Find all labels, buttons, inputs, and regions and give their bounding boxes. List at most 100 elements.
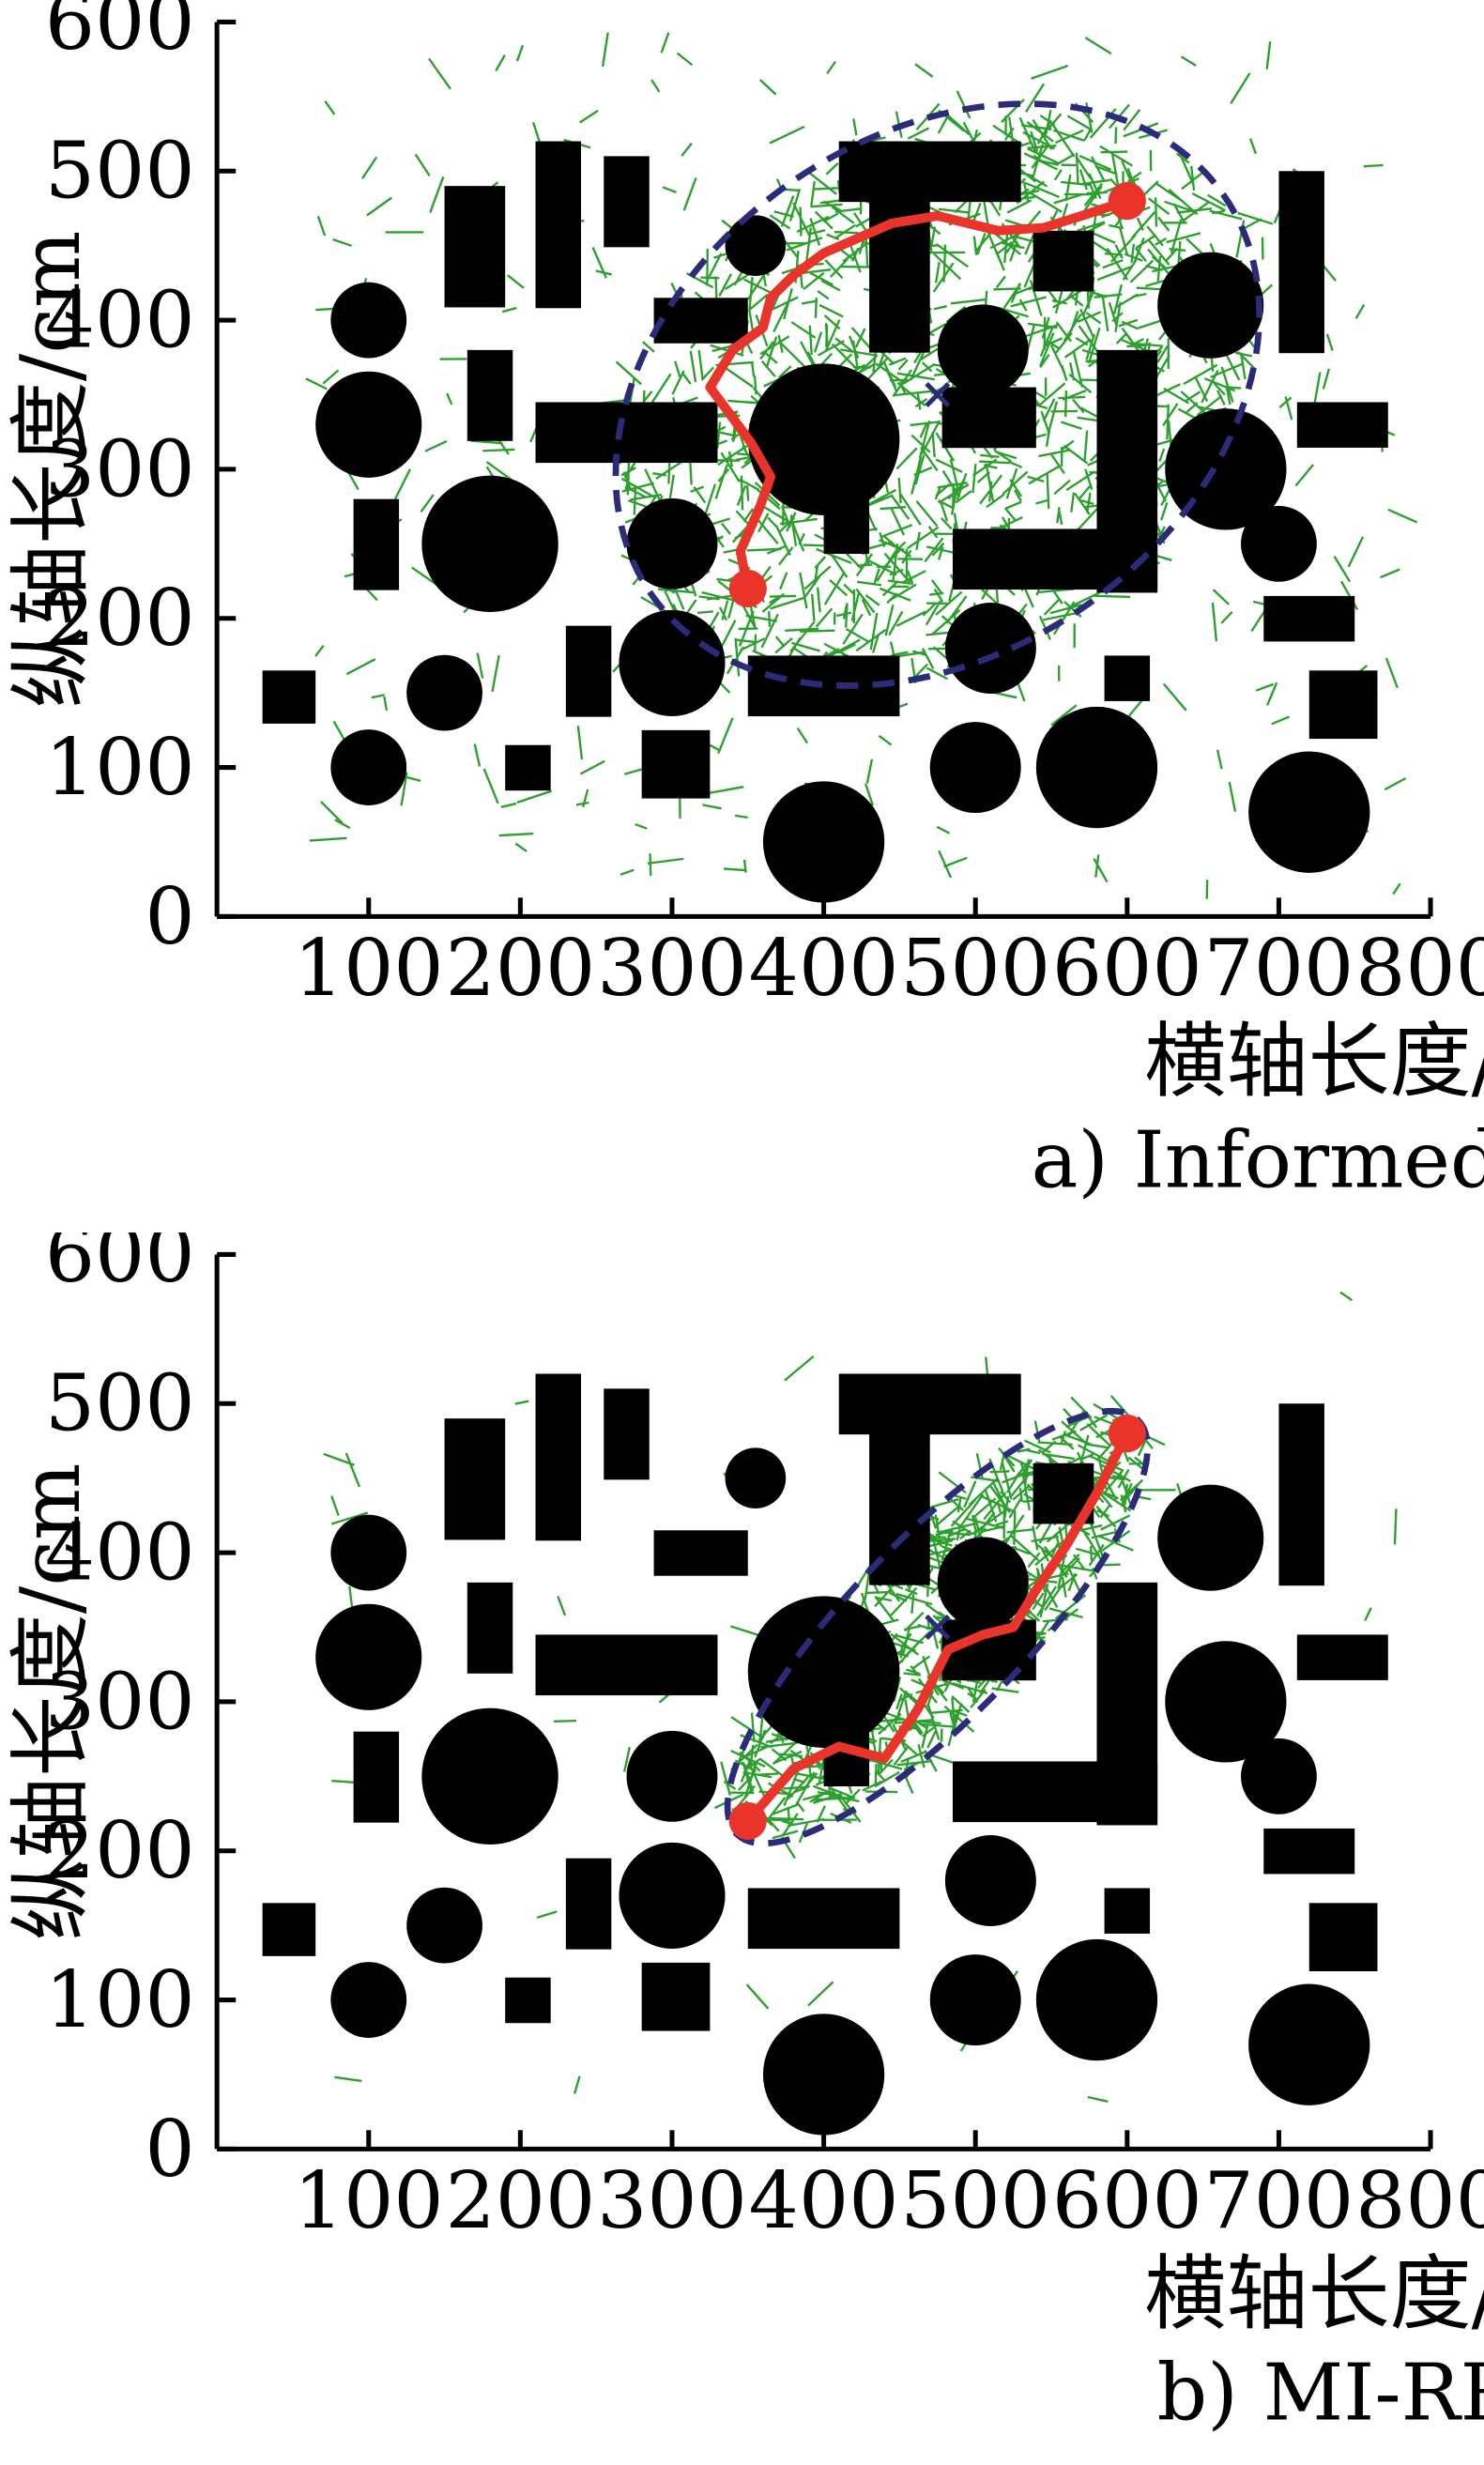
tree-edge	[894, 1690, 908, 1723]
tree-edge	[931, 1534, 942, 1572]
axes	[214, 19, 1433, 919]
tree-edge	[1041, 316, 1050, 339]
tree-edge	[1066, 115, 1094, 131]
tree-edge	[889, 568, 904, 576]
obstacle-circle	[619, 1842, 726, 1949]
tree-edge	[1129, 259, 1155, 283]
tree-edge	[716, 421, 722, 449]
y-tick-label: 600	[45, 1232, 195, 1300]
chart-caption: b) MI-RRT*	[1157, 2346, 1484, 2438]
tree-edge	[1265, 41, 1272, 69]
obstacle-circle	[937, 304, 1029, 396]
tree-edge	[816, 587, 821, 613]
tree-edge	[1097, 1534, 1134, 1552]
tree-edge	[769, 125, 805, 145]
tree-edge	[787, 1806, 791, 1821]
tree-edge	[1071, 296, 1084, 307]
tree-edge	[573, 2075, 581, 2094]
y-tick-label: 300	[45, 1655, 195, 1747]
tree-edge	[814, 297, 818, 318]
tree-edge	[855, 588, 876, 614]
tree-edge	[1094, 164, 1118, 176]
tree-edge	[1212, 589, 1230, 605]
obstacle-rect	[535, 1634, 718, 1696]
tree-edge	[622, 471, 633, 491]
tree-edge	[1054, 331, 1073, 354]
tree-edge	[1002, 1472, 1026, 1484]
obstacle-rect	[467, 1582, 513, 1674]
tree-edge	[702, 804, 722, 810]
tree-edge	[794, 1784, 811, 1794]
tree-edge	[861, 599, 872, 617]
tree-edge	[1045, 109, 1052, 135]
tree-edge	[935, 458, 963, 473]
tree-edge	[1093, 858, 1109, 883]
tree-edge	[963, 1480, 977, 1508]
tree-edge	[1026, 209, 1042, 227]
tree-edge	[742, 859, 747, 873]
obstacle-circle	[315, 1603, 422, 1710]
tree-edge	[890, 507, 906, 536]
tree-edge	[949, 459, 959, 487]
tree-edge	[1082, 289, 1095, 315]
x-tick-label: 300	[597, 2154, 747, 2246]
tree-edge	[1053, 169, 1063, 181]
tree-edge	[759, 79, 777, 96]
tree-edge	[887, 579, 913, 586]
x-tick-label: 400	[749, 922, 899, 1014]
tree-edge	[770, 596, 804, 610]
tree-edge	[1014, 489, 1022, 502]
tree-edge	[895, 1693, 903, 1710]
tree-edge	[869, 612, 879, 651]
tree-edge	[951, 1695, 971, 1713]
tree-edge	[943, 856, 968, 868]
goal-point	[1108, 181, 1146, 221]
tree-edge	[799, 629, 835, 633]
tree-edge	[931, 432, 936, 458]
obstacle-circle	[1157, 252, 1264, 359]
obstacle-rect	[444, 186, 506, 308]
obstacle-rect	[535, 402, 718, 464]
tree-edge	[930, 579, 942, 594]
tree-edge	[1070, 311, 1079, 332]
tree-edge	[862, 1780, 882, 1792]
tree-edge	[1112, 283, 1123, 315]
tree-edge	[1104, 253, 1123, 256]
obstacle-circle	[421, 1707, 558, 1845]
tree-edge	[1170, 219, 1183, 253]
tree-edge	[758, 1757, 787, 1779]
tree-edge	[914, 454, 926, 485]
tree-edge	[1203, 377, 1235, 392]
tree-edge	[999, 1453, 1005, 1471]
obstacle-rect	[505, 1977, 551, 2024]
tree-edge	[822, 212, 839, 223]
y-tick-label: 200	[45, 1804, 195, 1896]
tree-edge	[938, 207, 971, 214]
tree-edge	[807, 1981, 834, 2007]
tree-edge	[926, 323, 947, 336]
tree-edge	[1052, 289, 1082, 309]
y-tick-label: 600	[45, 0, 195, 68]
tree-edge	[926, 1539, 954, 1549]
tree-edge	[1121, 1483, 1140, 1505]
tree-edge	[897, 478, 902, 504]
tree-edge	[1049, 604, 1082, 615]
tree-edge	[393, 468, 412, 500]
tree-edge	[1094, 854, 1100, 878]
tree-edge	[867, 1758, 903, 1770]
tree-edge	[1063, 338, 1092, 359]
tree-edge	[644, 468, 662, 503]
tree-edge	[1025, 83, 1046, 113]
tree-edge	[482, 448, 515, 452]
tree-edge	[1102, 1492, 1132, 1512]
tree-edge	[874, 1763, 878, 1785]
obstacle-rect	[641, 1962, 711, 2031]
tree-edge	[1216, 749, 1223, 770]
tree-edge	[864, 558, 897, 576]
tree-edge	[829, 579, 849, 597]
planned-path	[743, 1431, 1132, 1825]
tree-edge	[986, 493, 1005, 509]
x-tick-label: 100	[294, 2154, 444, 2246]
tree-edge	[1136, 217, 1144, 231]
tree-edge	[933, 589, 944, 603]
